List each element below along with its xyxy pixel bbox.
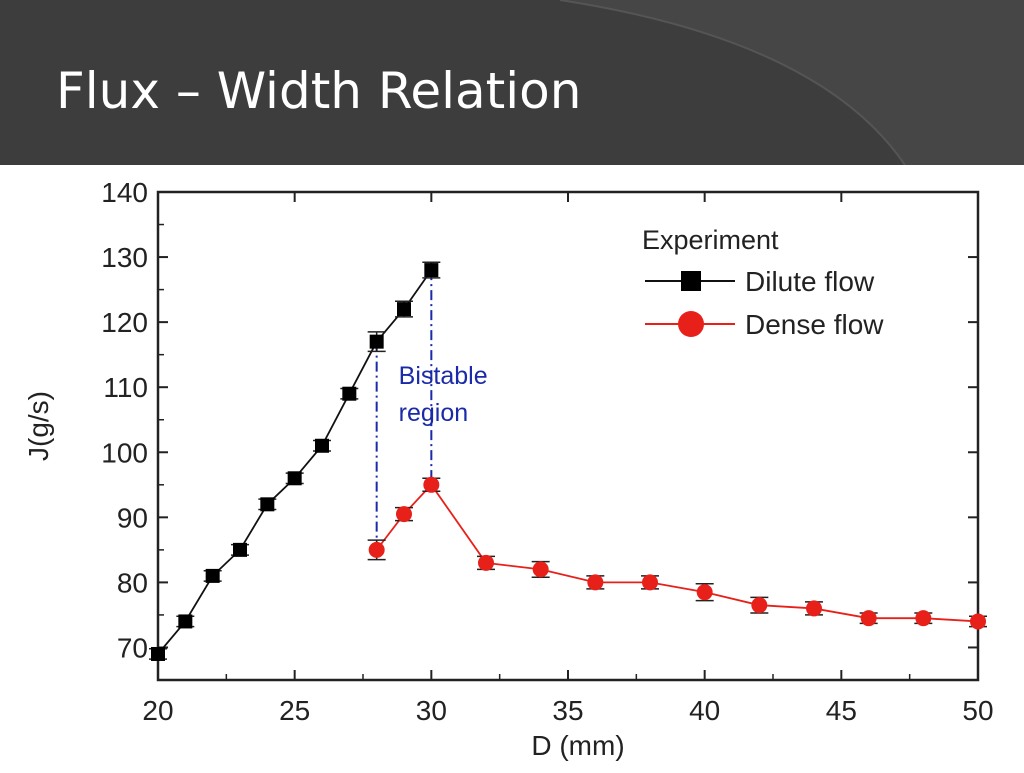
bistable-label-line2: region [399, 399, 469, 427]
legend-title: Experiment [642, 225, 779, 255]
y-tick-label: 80 [117, 567, 148, 598]
legend-label: Dilute flow [745, 266, 875, 297]
data-point-circle [970, 613, 986, 630]
data-point-square [151, 646, 165, 661]
y-tick-label: 130 [101, 242, 148, 273]
legend-marker-circle [678, 311, 704, 337]
x-tick-label: 45 [826, 695, 857, 726]
y-tick-label: 70 [117, 632, 148, 663]
data-point-square [342, 386, 357, 401]
legend-entry: Dilute flow [645, 266, 875, 297]
data-point-square [369, 334, 384, 349]
data-point-circle [751, 597, 768, 614]
series-dilute-flow [149, 261, 441, 661]
data-point-circle [587, 574, 604, 591]
data-point-circle [642, 574, 658, 591]
chart-area: 20 25 30 35 40 45 50 70 80 90 100 110 120 130 140 D (… [0, 165, 1024, 768]
flux-width-chart: 20 25 30 35 40 45 50 70 80 90 100 110 120 130 140 D (… [23, 177, 994, 761]
data-point-circle [696, 584, 713, 601]
x-tick-label: 40 [689, 695, 720, 726]
axes: 20 25 30 35 40 45 50 70 80 90 100 110 120 130 140 D (… [23, 177, 994, 761]
title-swoosh-decoration [559, 0, 1024, 165]
data-point-circle [396, 506, 412, 523]
x-axis-ticks: 20 25 30 35 40 45 50 [142, 192, 994, 726]
data-point-square [260, 497, 275, 512]
x-tick-label: 20 [142, 695, 173, 726]
data-point-square [397, 302, 411, 317]
data-point-square [424, 263, 439, 278]
data-point-square [205, 568, 220, 583]
legend: Experiment Dilute flow Dense flow [642, 225, 884, 340]
data-point-square [233, 542, 247, 557]
series-dense-flow [367, 476, 987, 630]
data-point-circle [423, 476, 440, 493]
y-tick-label: 100 [101, 437, 148, 468]
legend-label: Dense flow [745, 309, 884, 340]
data-point-square [178, 614, 193, 629]
title-bar: Flux – Width Relation [0, 0, 1024, 165]
slide-title: Flux – Width Relation [56, 62, 582, 120]
data-point-circle [915, 610, 932, 627]
data-point-circle [860, 610, 877, 627]
y-tick-label: 110 [103, 372, 148, 403]
y-tick-label: 120 [101, 307, 148, 338]
x-tick-label: 50 [962, 695, 993, 726]
data-point-square [315, 438, 329, 453]
series-line [157, 269, 433, 655]
series [149, 261, 987, 661]
legend-entry: Dense flow [645, 309, 884, 340]
legend-marker-square [681, 271, 701, 291]
series-line [375, 483, 979, 623]
x-tick-label: 30 [416, 695, 447, 726]
x-tick-label: 35 [552, 695, 583, 726]
y-axis-label: J(g/s) [23, 391, 54, 461]
bistable-annotation: Bistable region [375, 270, 488, 550]
data-point-circle [478, 554, 494, 571]
legend-entries: Dilute flow Dense flow [645, 266, 884, 340]
bistable-label-line1: Bistable [399, 362, 488, 390]
y-axis-ticks: 70 80 90 100 110 120 130 140 [101, 177, 978, 681]
data-point-circle [806, 600, 822, 617]
data-point-circle [368, 541, 385, 558]
y-tick-label: 90 [117, 502, 148, 533]
data-point-circle [532, 561, 549, 578]
y-tick-label: 140 [101, 177, 148, 208]
data-point-square [287, 471, 302, 486]
x-tick-label: 25 [279, 695, 310, 726]
x-axis-label: D (mm) [531, 730, 624, 761]
